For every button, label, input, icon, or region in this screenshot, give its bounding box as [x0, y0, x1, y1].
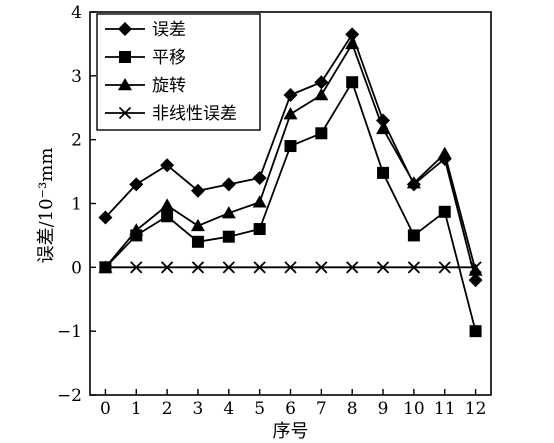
- legend-entry: 非线性误差: [105, 104, 237, 124]
- y-tick-label: 2: [71, 131, 82, 151]
- x-tick-label: 0: [100, 399, 111, 419]
- data-point-triangle: [221, 206, 236, 219]
- data-point-square: [222, 230, 235, 243]
- y-tick-label: 1: [71, 195, 82, 215]
- data-point-triangle: [437, 146, 452, 159]
- legend-label: 旋转: [152, 76, 186, 96]
- data-point-diamond: [190, 183, 205, 198]
- data-point-x: [315, 261, 328, 274]
- data-point-diamond: [345, 27, 360, 42]
- legend-label: 平移: [152, 48, 186, 68]
- data-point-x: [130, 261, 143, 274]
- data-point-square: [407, 229, 420, 242]
- data-point-diamond: [129, 177, 144, 192]
- data-point-triangle: [190, 218, 205, 232]
- data-point-triangle: [376, 121, 391, 135]
- data-point-triangle: [345, 36, 360, 50]
- data-point-x: [191, 261, 205, 274]
- data-point-x: [376, 261, 390, 274]
- data-point-square: [315, 127, 328, 140]
- y-tick-label: 4: [71, 3, 82, 23]
- y-tick-label: −2: [57, 386, 82, 406]
- legend-label: 误差: [152, 20, 186, 40]
- data-point-diamond: [314, 75, 329, 90]
- data-point-diamond: [98, 210, 113, 225]
- data-point-square: [161, 210, 174, 223]
- data-point-triangle: [283, 107, 298, 120]
- y-tick-label: 0: [71, 258, 82, 278]
- data-point-x: [160, 261, 174, 274]
- data-point-triangle: [406, 176, 421, 189]
- data-point-triangle: [129, 223, 144, 236]
- legend-entry: 误差: [105, 20, 186, 40]
- data-point-x: [253, 261, 266, 274]
- data-point-x: [438, 261, 451, 274]
- data-point-diamond: [252, 170, 267, 185]
- data-point-square: [346, 76, 359, 89]
- data-point-triangle: [468, 263, 483, 276]
- data-point-square: [469, 325, 482, 338]
- data-point-x: [99, 261, 112, 274]
- data-point-triangle: [252, 195, 267, 208]
- legend-marker-diamond: [118, 22, 132, 36]
- x-tick-label: 2: [162, 399, 173, 419]
- x-tick-label: 6: [285, 399, 296, 419]
- legend-marker-x: [118, 106, 132, 120]
- data-point-square: [284, 140, 297, 153]
- legend-entry: 平移: [105, 48, 186, 68]
- x-tick-label: 12: [465, 399, 487, 419]
- x-axis-title: 序号: [273, 421, 309, 442]
- data-point-square: [253, 223, 266, 236]
- x-tick-label: 1: [131, 399, 142, 419]
- y-tick-label: −1: [57, 322, 82, 342]
- data-point-square: [377, 166, 390, 179]
- x-tick-label: 4: [223, 399, 234, 419]
- legend-marker-triangle: [118, 78, 132, 91]
- data-point-triangle: [314, 87, 329, 101]
- data-point-x: [407, 261, 421, 274]
- series-triangle: [98, 36, 483, 276]
- x-tick-label: 10: [403, 399, 425, 419]
- data-point-square: [438, 205, 451, 218]
- y-tick-label: 3: [71, 67, 82, 87]
- data-point-triangle: [160, 198, 175, 211]
- legend-entry: 旋转: [105, 76, 186, 96]
- data-point-diamond: [221, 177, 236, 192]
- x-tick-label: 9: [378, 399, 389, 419]
- x-tick-label: 7: [316, 399, 327, 419]
- data-point-diamond: [283, 87, 298, 102]
- legend-marker-square: [119, 51, 131, 63]
- x-tick-label: 8: [347, 399, 358, 419]
- data-point-diamond: [468, 273, 483, 288]
- plot-area: [98, 27, 483, 338]
- x-tick-label: 11: [434, 399, 456, 419]
- legend-label: 非线性误差: [152, 104, 237, 124]
- data-point-x: [469, 261, 482, 274]
- x-tick-label: 5: [254, 399, 265, 419]
- data-point-diamond: [160, 158, 175, 173]
- data-point-x: [346, 261, 359, 274]
- x-tick-label: 3: [193, 399, 204, 419]
- data-point-square: [191, 235, 204, 248]
- data-point-x: [222, 261, 235, 274]
- series-x: [99, 261, 482, 274]
- y-axis-title: 误差/10⁻³mm: [36, 148, 57, 264]
- data-point-x: [284, 261, 297, 274]
